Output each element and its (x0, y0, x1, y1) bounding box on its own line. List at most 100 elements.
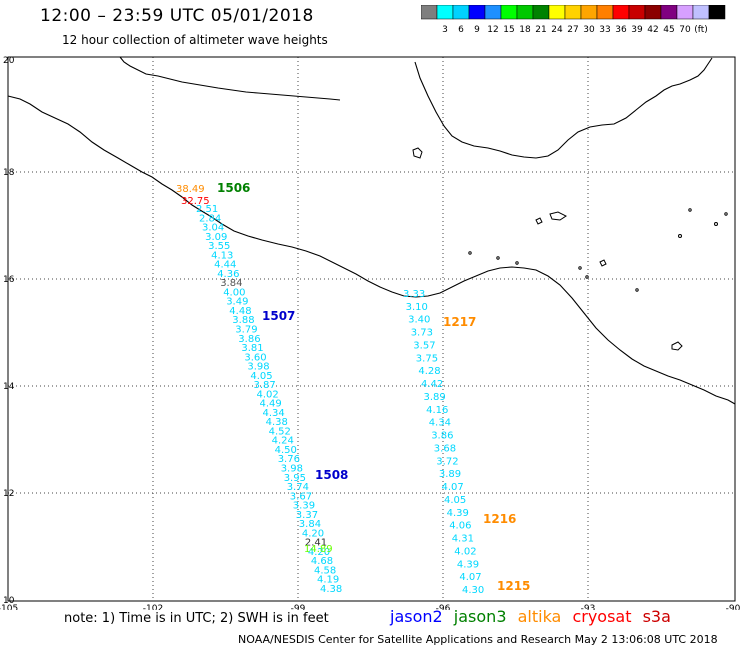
track1-value: 4.20 (308, 547, 330, 558)
scale-label: 70 (679, 25, 691, 35)
track1-value: 3.86 (238, 334, 260, 345)
lat-label: 16 (3, 275, 15, 285)
track1-value: 4.20 (302, 528, 324, 539)
scale-label: 12 (487, 25, 498, 35)
map-frame (7, 56, 736, 602)
track1-value: 4.13 (211, 250, 233, 261)
track1-value: 3.98 (247, 362, 269, 373)
track1-value: 3.49 (226, 297, 248, 308)
track1-value: 2.84 (199, 213, 221, 224)
footer-credit: NOAA/NESDIS Center for Satellite Applica… (238, 633, 718, 646)
track2-value: 3.40 (408, 315, 430, 326)
scale-label: (ft) (694, 25, 708, 35)
track1-value: 2.41 (305, 538, 327, 549)
track1-value: 4.19 (317, 575, 339, 586)
track1-value: 3.04 (202, 223, 224, 234)
track2-value: 3.75 (416, 353, 438, 364)
track1-value: 4.02 (257, 389, 279, 400)
track1-value: 4.36 (217, 269, 239, 280)
coast-value: 38.49 (176, 184, 205, 195)
satellite-legend: jason2 jason3 altika cryosat s3a (390, 607, 677, 626)
coastline-gulf (414, 57, 713, 159)
track1-value: 3.55 (208, 241, 230, 252)
pass-time-label: 1507 (262, 309, 295, 323)
track2-value: 3.89 (424, 392, 446, 403)
lon-label: -90 (726, 604, 740, 610)
track2-value: 3.86 (431, 431, 453, 442)
coast-value: 14.89 (304, 544, 333, 555)
lat-labels: 20 18 16 14 12 10 (3, 56, 15, 606)
track1-value: 3.37 (296, 510, 318, 521)
note-text: note: 1) Time is in UTC; 2) SWH is in fe… (64, 611, 329, 626)
scale-label: 18 (519, 25, 531, 35)
legend-altika: altika (517, 607, 562, 626)
track2-value: 3.10 (406, 302, 428, 313)
islands (412, 147, 728, 351)
track1-value: 3.79 (235, 325, 257, 336)
scale-label: 36 (615, 25, 627, 35)
lat-label: 20 (3, 56, 15, 66)
track1-value: 4.44 (214, 260, 236, 271)
track1-values: 2.512.843.043.093.554.134.444.363.844.00… (196, 204, 342, 595)
pass-time-labels: 1506 1507 1508 1217 1216 1215 (217, 181, 530, 593)
track1-value: 4.48 (229, 306, 251, 317)
track2-value: 4.34 (429, 418, 451, 429)
scale-label: 24 (551, 25, 563, 35)
pass-time-label: 1215 (497, 579, 530, 593)
track1-value: 4.34 (263, 408, 285, 419)
track2-value: 4.42 (421, 379, 443, 390)
track1-value: 4.05 (250, 371, 272, 382)
track2-value: 4.31 (452, 534, 474, 545)
track2-values: 3.33 3.10 3.40 3.73 3.573.75 4.28 4.42 3.89 4.16… (403, 289, 484, 596)
lon-label: -93 (581, 604, 596, 610)
track1-value: 4.58 (314, 566, 336, 577)
track1-value: 4.68 (311, 556, 333, 567)
scale-label: 6 (458, 25, 464, 35)
track1-value: 4.49 (260, 399, 282, 410)
track2-value: 4.07 (442, 482, 464, 493)
track1-value: 3.76 (278, 454, 300, 465)
track2-value: 4.30 (462, 585, 484, 596)
track1-value: 3.60 (244, 352, 266, 363)
map-title: 12:00 – 23:59 UTC 05/01/2018 (40, 6, 314, 26)
track2-value: 4.39 (447, 508, 469, 519)
track1-value: 3.74 (287, 482, 309, 493)
track2-value: 4.39 (457, 559, 479, 570)
lon-label: -96 (436, 604, 451, 610)
track2-value: 4.05 (444, 495, 466, 506)
track1-value: 3.84 (299, 519, 321, 530)
track1-value: 4.24 (272, 436, 294, 447)
coast-value: 32.75 (181, 196, 210, 207)
track1-value: 3.98 (281, 464, 303, 475)
pass-time-label: 1506 (217, 181, 250, 195)
lat-label: 18 (3, 168, 15, 178)
scale-label: 45 (663, 25, 674, 35)
legend-jason3: jason3 (453, 607, 507, 626)
track1-value: 3.39 (293, 501, 315, 512)
track1-value: 3.87 (254, 380, 276, 391)
wave-height-color-scale: 3 6 9 12 15 18 21 24 27 30 33 36 39 42 45 70 (ft) (421, 5, 726, 35)
track2-value: 4.28 (418, 366, 440, 377)
track2-value: 3.33 (403, 289, 425, 300)
scale-label: 3 (442, 25, 448, 35)
lon-label: -99 (291, 604, 306, 610)
scale-label: 30 (583, 25, 595, 35)
grid-lines (8, 57, 735, 601)
coastline (7, 95, 736, 405)
pass-time-label: 1217 (443, 315, 476, 329)
track1-value: 3.81 (241, 343, 263, 354)
track2-value: 4.02 (454, 546, 476, 557)
legend-cryosat: cryosat (572, 607, 632, 626)
scale-swatch (708, 5, 726, 20)
track2-value: 4.16 (426, 405, 448, 416)
lon-label: -105 (0, 604, 18, 610)
track2-value: 3.72 (436, 456, 458, 467)
scale-label: 33 (599, 25, 610, 35)
track1-value: 4.38 (266, 417, 288, 428)
track2-value: 3.68 (434, 443, 456, 454)
legend-s3a: s3a (642, 607, 671, 626)
scale-label: 21 (535, 25, 546, 35)
track1-value: 4.52 (269, 426, 291, 437)
